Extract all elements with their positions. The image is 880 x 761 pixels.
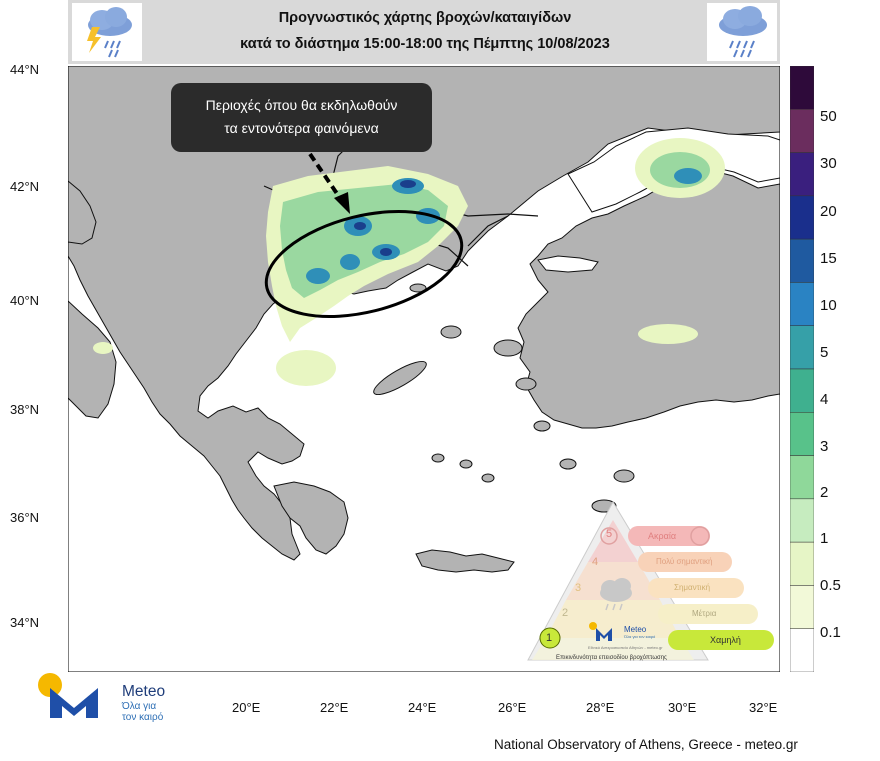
colorbar-label: 30	[820, 155, 837, 172]
lon-label: 32°E	[749, 700, 778, 715]
hazard-level-num: 1	[546, 632, 553, 644]
colorbar-label: 0.1	[820, 624, 841, 641]
logo-tagline-line1: Όλα για	[122, 701, 157, 712]
colorbar-swatch	[789, 498, 815, 543]
hazard-level-num: 5	[606, 528, 613, 540]
callout-text-line1: Περιοχές όπου θα εκδηλωθούν	[205, 97, 398, 113]
rain-very-heavy	[354, 180, 416, 256]
colorbar-label: 0.5	[820, 577, 841, 594]
lat-label: 34°N	[10, 615, 40, 630]
lat-label: 40°N	[10, 293, 40, 308]
lon-label: 30°E	[668, 700, 697, 715]
balkans-land	[68, 66, 780, 561]
hazard-level-label: Μέτρια	[692, 609, 717, 618]
italy-land	[68, 180, 117, 419]
lat-label: 38°N	[10, 402, 40, 417]
colorbar-swatch	[789, 152, 815, 197]
colorbar-swatch	[789, 282, 815, 326]
colorbar-label: 15	[820, 250, 837, 267]
logo-tagline-line2: τον καιρό	[122, 712, 164, 723]
colorbar-swatch	[789, 109, 815, 153]
colorbar-swatch	[789, 368, 815, 413]
colorbar-label: 4	[820, 391, 829, 408]
hazard-triangle-legend	[518, 500, 780, 668]
colorbar-swatch	[789, 628, 815, 673]
colorbar-swatch	[789, 195, 815, 240]
colorbar-label: 50	[820, 108, 837, 125]
meteo-logo	[36, 672, 120, 720]
hazard-level-num: 4	[592, 556, 599, 568]
lat-label: 44°N	[10, 62, 40, 77]
hazard-level-label: Πολύ σημαντική	[656, 557, 713, 566]
lat-label: 42°N	[10, 179, 40, 194]
thunderstorm-rain-icon	[72, 3, 142, 61]
peloponnese-land	[273, 481, 349, 555]
colorbar-label: 10	[820, 297, 837, 314]
colorbar-label: 1	[820, 530, 829, 547]
logo-tagline: Όλα για τον καιρό	[122, 701, 163, 723]
marmara-sea	[537, 255, 599, 273]
logo-brand: Meteo	[122, 683, 166, 700]
colorbar-label: 2	[820, 484, 829, 501]
rain-cloud-icon	[707, 3, 777, 61]
colorbar-swatch	[789, 238, 815, 283]
hazard-small-text: Εθνικό Αστεροσκοπείο Αθηνών - meteo.gr	[588, 645, 663, 650]
colorbar-swatch	[789, 455, 815, 500]
map-subtitle: κατά το διάστημα 15:00-18:00 της Πέμπτης…	[240, 36, 610, 52]
lon-label: 24°E	[408, 700, 437, 715]
highlight-ellipse	[264, 210, 464, 318]
callout-box	[171, 83, 432, 152]
colorbar-swatch	[789, 65, 815, 110]
footer-credit: National Observatory of Athens, Greece -…	[494, 737, 798, 752]
callout-arrow	[308, 152, 342, 200]
hazard-level-label: Σημαντική	[674, 583, 711, 592]
colorbar-swatch	[789, 412, 815, 456]
map-title: Προγνωστικός χάρτης βροχών/καταιγίδων	[278, 10, 572, 26]
hazard-level-label: Χαμηλή	[710, 635, 741, 645]
colorbar-label: 20	[820, 203, 837, 220]
lat-label: 36°N	[10, 510, 40, 525]
hazard-brand: Meteo	[624, 625, 647, 634]
hazard-level-num: 3	[575, 582, 582, 594]
hazard-caption: Επικινδυνότητα επεισοδίου βροχόπτωσης	[556, 655, 667, 661]
hazard-brand-sub: Όλα για τον καιρό	[624, 634, 656, 639]
lon-label: 26°E	[498, 700, 527, 715]
hazard-level-label: Ακραία	[648, 531, 677, 541]
colorbar-label: 3	[820, 438, 829, 455]
colorbar-swatch	[789, 585, 815, 629]
colorbar-swatch	[789, 325, 815, 370]
colorbar	[789, 65, 815, 673]
callout-text-line2: τα εντονότερα φαινόμενα	[224, 120, 379, 136]
lon-label: 28°E	[586, 700, 615, 715]
rain-cloud-icon	[600, 578, 632, 602]
crete-land	[415, 549, 515, 573]
lon-label: 20°E	[232, 700, 261, 715]
hazard-level-num: 2	[562, 607, 569, 619]
colorbar-swatch	[789, 541, 815, 586]
lon-label: 22°E	[320, 700, 349, 715]
colorbar-label: 5	[820, 344, 829, 361]
header-banner	[68, 0, 780, 64]
